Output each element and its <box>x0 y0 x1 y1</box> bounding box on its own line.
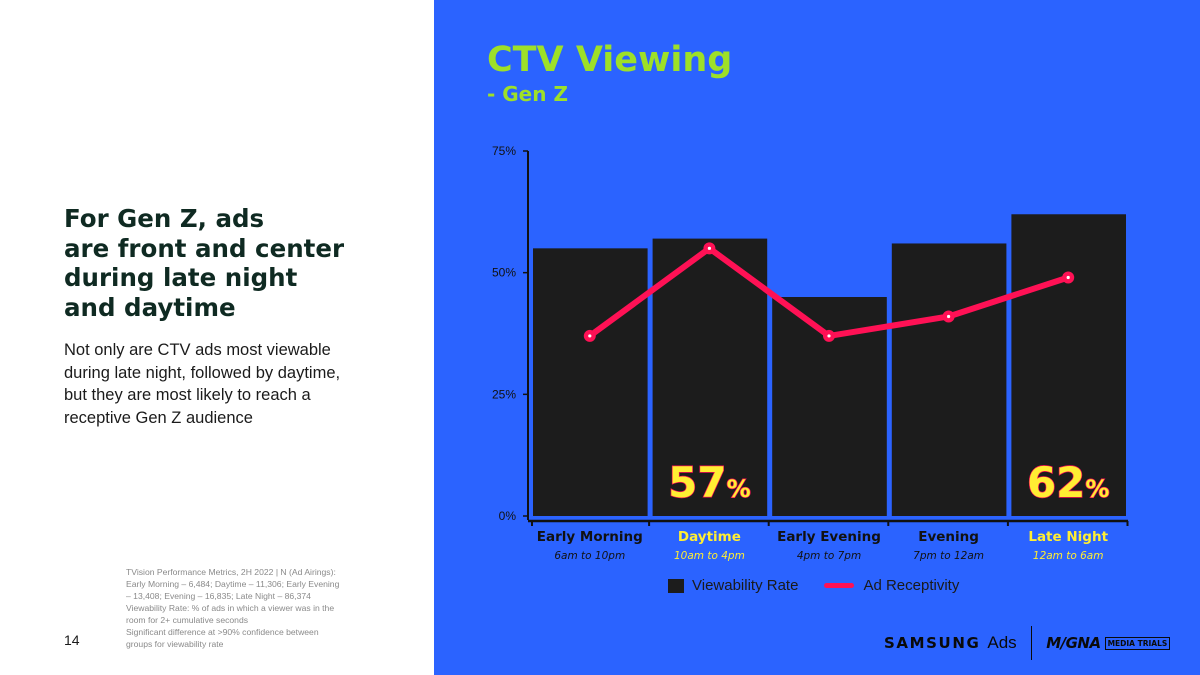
body-line: Not only are CTV ads most viewable <box>64 341 331 359</box>
left-panel: For Gen Z, ads are front and center duri… <box>0 0 434 675</box>
y-tick-label: 25% <box>492 387 516 401</box>
body-text: Not only are CTV ads most viewable durin… <box>64 339 384 429</box>
category-time-label: 6am to 10pm <box>554 550 625 562</box>
category-label: Early Evening <box>777 529 881 545</box>
footnote-line: TVision Performance Metrics, 2H 2022 | N… <box>126 567 336 577</box>
legend-swatch-viewability <box>668 578 684 593</box>
body-line: during late night, followed by daytime, <box>64 363 341 382</box>
ad-receptivity-point-center <box>707 246 712 250</box>
category-label: Early Morning <box>537 529 643 545</box>
ad-receptivity-point-center <box>947 314 951 319</box>
footnote-line: Significant difference at >90% confidenc… <box>126 627 319 637</box>
headline-line: For Gen Z, ads <box>64 204 265 233</box>
bar-early-morning <box>533 248 648 517</box>
footnote: TVision Performance Metrics, 2H 2022 | N… <box>126 566 366 650</box>
brand-divider <box>1030 626 1033 660</box>
footnote-line: groups for viewability rate <box>126 639 224 649</box>
headline-line: and daytime <box>64 292 236 322</box>
category-time-label: 10am to 4pm <box>674 550 745 562</box>
chart-subtitle: - Gen Z <box>487 82 568 106</box>
chart-title: CTV Viewing <box>487 40 733 80</box>
bar-late-night <box>1011 214 1126 516</box>
y-tick-label: 75% <box>492 144 516 158</box>
headline-line: are front and center <box>64 233 345 263</box>
category-time-label: 4pm to 7pm <box>797 550 861 562</box>
category-time-label: 7pm to 12am <box>913 550 984 562</box>
category-label: Late Night <box>1028 529 1108 545</box>
data-label: 57% <box>668 458 751 507</box>
ad-receptivity-point-center <box>827 334 831 338</box>
y-tick-label: 50% <box>492 266 516 280</box>
bar-daytime <box>652 238 768 516</box>
data-label-number: 62 <box>1027 458 1085 507</box>
data-label-number: 57 <box>668 458 726 507</box>
page-number: 14 <box>64 632 80 648</box>
legend-swatch-receptivity <box>824 583 855 588</box>
ads-logo-text: Ads <box>987 633 1017 652</box>
ad-receptivity-point-center <box>588 334 592 338</box>
brand-logos: SAMSUNG Ads M/GNA MEDIA TRIALS <box>884 626 1171 660</box>
category-label: Evening <box>918 529 979 545</box>
footnote-line: Viewability Rate: % of ads in which a vi… <box>126 603 335 613</box>
legend-label-receptivity: Ad Receptivity <box>863 577 960 594</box>
footnote-line: Early Morning – 6,484; Daytime – 11,306;… <box>126 579 340 589</box>
legend-label-viewability: Viewability Rate <box>692 577 799 594</box>
data-label-unit: % <box>1085 475 1109 503</box>
magna-logo: M/GNA <box>1046 634 1101 652</box>
bar-evening <box>891 243 1007 516</box>
y-tick-label: 0% <box>499 509 517 523</box>
body-line: but they are most likely to reach a <box>64 386 311 404</box>
headline-line: during late night <box>64 263 298 292</box>
ad-receptivity-point-center <box>1066 275 1070 280</box>
chart-legend: Viewability Rate Ad Receptivity <box>668 577 959 594</box>
footnote-line: room for 2+ cumulative seconds <box>126 615 249 625</box>
category-label: Daytime <box>678 529 741 545</box>
category-time-label: 12am to 6am <box>1033 550 1104 562</box>
media-trials-logo: MEDIA TRIALS <box>1104 636 1171 650</box>
footnote-line: – 13,408; Evening – 16,835; Late Night –… <box>126 591 311 601</box>
data-label: 62% <box>1027 458 1110 507</box>
body-line: receptive Gen Z audience <box>64 408 253 427</box>
headline: For Gen Z, ads are front and center duri… <box>64 204 404 322</box>
data-label-unit: % <box>727 475 751 503</box>
samsung-logo: SAMSUNG <box>884 634 981 652</box>
